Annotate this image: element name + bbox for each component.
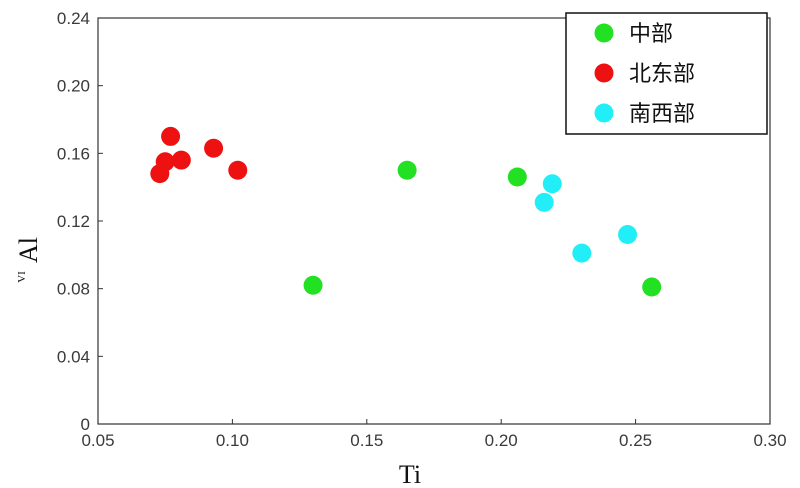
y-axis-label: Al [14, 237, 43, 263]
legend-label: 中部 [629, 22, 673, 47]
x-tick-label: 0.05 [81, 431, 114, 450]
data-point [572, 243, 592, 263]
x-axis-label: Ti [399, 460, 421, 488]
y-tick-label: 0.20 [57, 77, 90, 96]
y-tick-label: 0.04 [57, 347, 90, 366]
y-tick-label: 0.08 [57, 280, 90, 299]
y-tick-label: 0.24 [57, 9, 90, 28]
y-axis-title: Al VI [14, 237, 43, 283]
axis-ticks: 0.05 0.10 0.15 0.20 0.25 0.30 0 0.04 0.08 0.12 0.1… [57, 9, 787, 450]
data-point [507, 167, 527, 187]
legend-marker [594, 63, 614, 83]
y-tick-label: 0.16 [57, 144, 90, 163]
data-point [228, 160, 248, 180]
x-tick-label: 0.25 [619, 431, 652, 450]
data-point [534, 192, 554, 212]
x-tick-label: 0.15 [350, 431, 383, 450]
y-tick-label: 0.12 [57, 212, 90, 231]
x-tick-label: 0.30 [753, 431, 786, 450]
y-axis-label-superscript: VI [16, 271, 28, 283]
data-point [397, 160, 417, 180]
legend-marker [594, 23, 614, 43]
data-point [618, 225, 638, 245]
x-tick-label: 0.10 [216, 431, 249, 450]
legend-marker [594, 103, 614, 123]
data-point [155, 152, 175, 172]
data-point [171, 150, 191, 170]
data-point [161, 126, 181, 146]
y-tick-label: 0 [81, 415, 90, 434]
data-point [204, 138, 224, 158]
data-point [642, 277, 662, 297]
x-axis-title: Ti [399, 460, 421, 488]
legend-label: 北东部 [629, 62, 695, 87]
x-tick-label: 0.20 [485, 431, 518, 450]
data-point [542, 174, 562, 194]
data-point [303, 275, 323, 295]
legend-label: 南西部 [629, 102, 695, 127]
data-points [150, 126, 662, 297]
